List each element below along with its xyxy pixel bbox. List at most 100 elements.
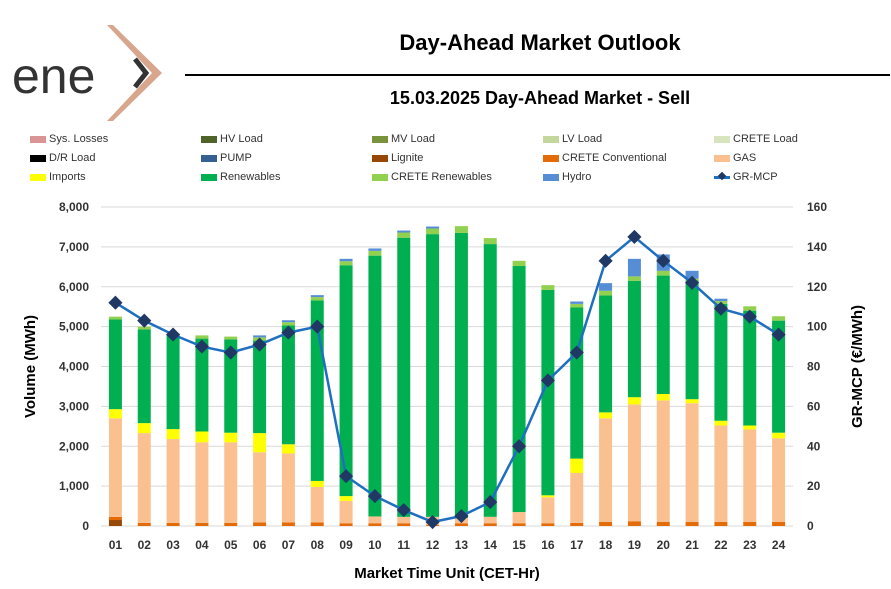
gr-mcp-point — [656, 253, 671, 268]
x-tick-label: 18 — [599, 538, 613, 552]
bar-segment-hydro — [570, 301, 584, 304]
bar-segment-crete-renewables — [339, 261, 353, 266]
bar-segment-renewables — [426, 234, 440, 517]
x-tick-label: 07 — [282, 538, 296, 552]
bar-segment-crete-renewables — [368, 250, 382, 256]
legend-swatch — [30, 154, 46, 162]
bar-segment-renewables — [281, 325, 295, 445]
bar-segment-renewables — [599, 295, 613, 413]
bar-segment-crete-renewables — [512, 260, 526, 267]
bar-segment-renewables — [570, 307, 584, 459]
x-tick-label: 24 — [772, 538, 786, 552]
x-tick-label: 11 — [397, 538, 410, 552]
bar-segment-hydro — [397, 230, 411, 233]
bar-segment-renewables — [627, 280, 641, 398]
bar-segment-gas — [599, 418, 613, 523]
bar-segment-imports — [570, 458, 584, 473]
bar-segment-renewables — [253, 340, 267, 434]
legend-item: Sys. Losses — [30, 133, 108, 145]
gr-mcp-point — [367, 489, 382, 504]
bar-segment-crete-renewables — [108, 316, 122, 320]
bar-segment-crete-conventional — [685, 522, 699, 526]
legend-swatch — [201, 135, 217, 143]
legend-item: CRETE Load — [714, 133, 798, 145]
x-tick-label: 01 — [109, 538, 123, 552]
legend-label: GAS — [733, 152, 757, 164]
bar-segment-crete-renewables — [656, 270, 670, 276]
legend-item: MV Load — [372, 133, 435, 145]
legend-label: Imports — [49, 171, 86, 183]
x-tick-label: 05 — [224, 538, 238, 552]
bar-segment-crete-renewables — [426, 228, 440, 235]
bar-segment-crete-conventional — [772, 522, 786, 526]
bar-segment-imports — [599, 412, 613, 419]
legend-swatch — [543, 154, 559, 162]
bar-segment-hydro — [685, 270, 699, 279]
y2-tick-label: 120 — [807, 280, 827, 294]
gr-mcp-point — [281, 325, 296, 340]
bar-segment-crete-conventional — [108, 516, 122, 521]
bar-segment-crete-renewables — [772, 316, 786, 321]
bar-segment-gas — [483, 516, 497, 524]
y-tick-label: 4,000 — [59, 360, 89, 374]
bar-segment-renewables — [137, 329, 151, 424]
bar-segment-hydro — [627, 258, 641, 277]
x-tick-label: 17 — [570, 538, 584, 552]
bar-segment-imports — [339, 496, 353, 501]
y2-tick-label: 100 — [807, 320, 827, 334]
bar-segment-hydro — [310, 295, 324, 298]
bar-segment-gas — [570, 472, 584, 523]
gr-mcp-point — [166, 327, 181, 342]
bar-segment-crete-conventional — [224, 522, 238, 526]
x-tick-label: 02 — [138, 538, 152, 552]
gr-mcp-point — [771, 327, 786, 342]
bar-segment-crete-renewables — [483, 238, 497, 245]
bar-segment-imports — [224, 432, 238, 443]
bar-segment-gas — [512, 512, 526, 524]
bar-segment-renewables — [541, 289, 555, 496]
bar-segment-crete-conventional — [656, 522, 670, 526]
bar-segment-imports — [656, 394, 670, 401]
bar-segment-imports — [627, 397, 641, 405]
legend-label: Renewables — [220, 171, 281, 183]
legend-item: LV Load — [543, 133, 602, 145]
y-tick-label: 2,000 — [59, 439, 89, 453]
bar-segment-gas — [310, 486, 324, 523]
legend-swatch — [543, 135, 559, 143]
bar-segment-crete-conventional — [339, 523, 353, 526]
bar-segment-renewables — [656, 275, 670, 395]
legend-swatch — [543, 173, 559, 181]
bar-segment-gas — [656, 400, 670, 523]
legend-label: LV Load — [562, 133, 603, 145]
x-tick-label: 23 — [743, 538, 757, 552]
page-subtitle: 15.03.2025 Day-Ahead Market - Sell — [389, 88, 691, 108]
bar-segment-crete-conventional — [743, 522, 757, 526]
bar-segment-gas — [685, 403, 699, 523]
x-tick-label: 15 — [512, 538, 526, 552]
bar-segment-renewables — [685, 280, 699, 400]
gr-mcp-point — [137, 313, 152, 328]
bar-segment-gas — [368, 516, 382, 524]
bar-segment-imports — [281, 444, 295, 454]
bar-segment-gas — [224, 442, 238, 523]
y2-tick-label: 80 — [807, 360, 821, 374]
legend-label: HV Load — [220, 133, 263, 145]
bar-segment-renewables — [483, 244, 497, 517]
x-tick-label: 13 — [455, 538, 469, 552]
bar-segment-hydro — [714, 298, 728, 302]
gr-mcp-point — [108, 295, 123, 310]
x-tick-label: 16 — [541, 538, 555, 552]
bar-segment-crete-conventional — [253, 522, 267, 526]
legend-item: Lignite — [372, 152, 423, 164]
bar-segment-crete-conventional — [714, 522, 728, 526]
bar-segment-gas — [339, 500, 353, 524]
bar-segment-crete-renewables — [743, 306, 757, 311]
bar-segment-renewables — [368, 255, 382, 517]
bar-segment-imports — [137, 423, 151, 434]
legend-label: Sys. Losses — [49, 133, 109, 145]
bar-segment-gas — [627, 404, 641, 522]
bar-segment-imports — [743, 425, 757, 430]
bar-segment-imports — [195, 431, 209, 443]
